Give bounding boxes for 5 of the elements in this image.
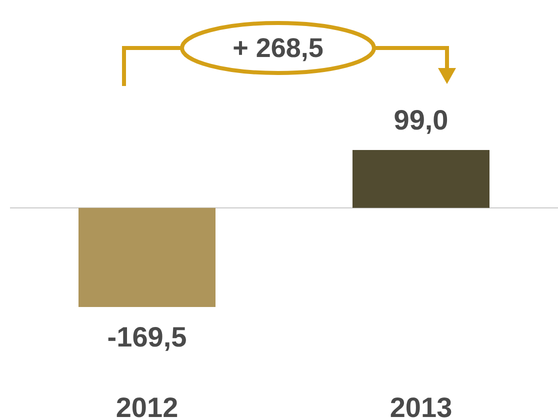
text: + 268,5 — [180, 22, 376, 74]
x-tick-label: 2013 — [390, 392, 452, 420]
data-label: -169,5 — [107, 322, 187, 353]
data-label: 99,0 — [394, 104, 448, 136]
x-tick-label: 2012 — [116, 392, 178, 420]
